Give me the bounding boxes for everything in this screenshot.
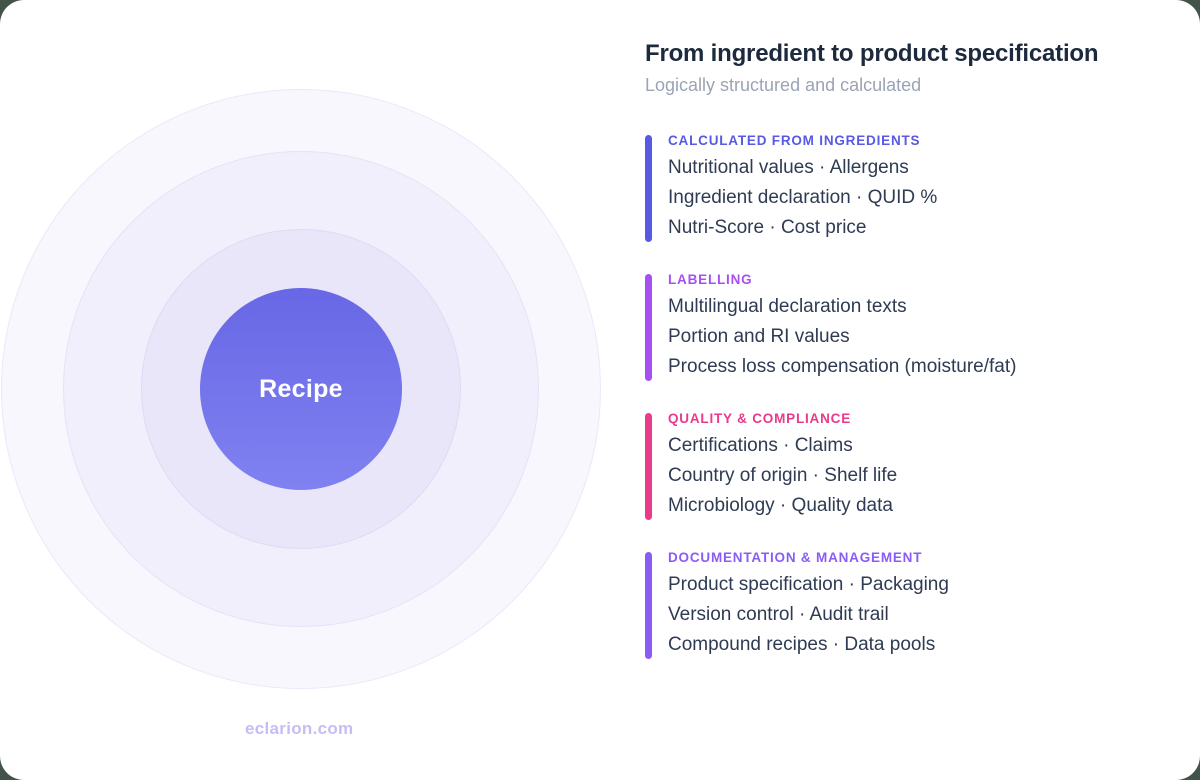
section: QUALITY & COMPLIANCE Certifications · Cl… [645, 411, 1185, 521]
section: CALCULATED FROM INGREDIENTS Nutritional … [645, 133, 1185, 243]
recipe-rings-diagram: Recipe eclarion.com [1, 89, 601, 738]
watermark-text: eclarion.com [245, 719, 354, 738]
section-line: Country of origin · Shelf life [668, 465, 898, 486]
section-line: Certifications · Claims [668, 435, 853, 456]
section-line: Product specification · Packaging [668, 574, 949, 595]
section-heading: CALCULATED FROM INGREDIENTS [668, 133, 921, 148]
section-line: Microbiology · Quality data [668, 495, 893, 516]
section: DOCUMENTATION & MANAGEMENT Product speci… [645, 550, 1185, 660]
section-heading: DOCUMENTATION & MANAGEMENT [668, 550, 923, 565]
section-heading: QUALITY & COMPLIANCE [668, 411, 852, 426]
page-title: From ingredient to product specification [645, 40, 1099, 67]
section-line: Ingredient declaration · QUID % [668, 187, 938, 208]
section-line: Compound recipes · Data pools [668, 634, 936, 655]
section-accent-bar [645, 274, 652, 381]
section-accent-bar [645, 552, 652, 659]
section-line: Multilingual declaration texts [668, 296, 907, 317]
section-accent-bar [645, 413, 652, 520]
page-subtitle: Logically structured and calculated [645, 75, 922, 95]
recipe-circle-label: Recipe [259, 374, 343, 403]
section-line: Version control · Audit trail [668, 604, 889, 625]
section-line: Process loss compensation (moisture/fat) [668, 356, 1017, 377]
content-column: From ingredient to product specification… [645, 0, 1185, 660]
section-line: Portion and RI values [668, 326, 850, 347]
section-accent-bar [645, 135, 652, 242]
section-heading: LABELLING [668, 272, 753, 287]
section-line: Nutritional values · Allergens [668, 157, 909, 178]
section: LABELLING Multilingual declaration texts… [645, 272, 1185, 382]
sections-list: CALCULATED FROM INGREDIENTS Nutritional … [645, 133, 1185, 660]
section-line: Nutri-Score · Cost price [668, 217, 867, 238]
recipe-circle: Recipe [200, 288, 402, 490]
